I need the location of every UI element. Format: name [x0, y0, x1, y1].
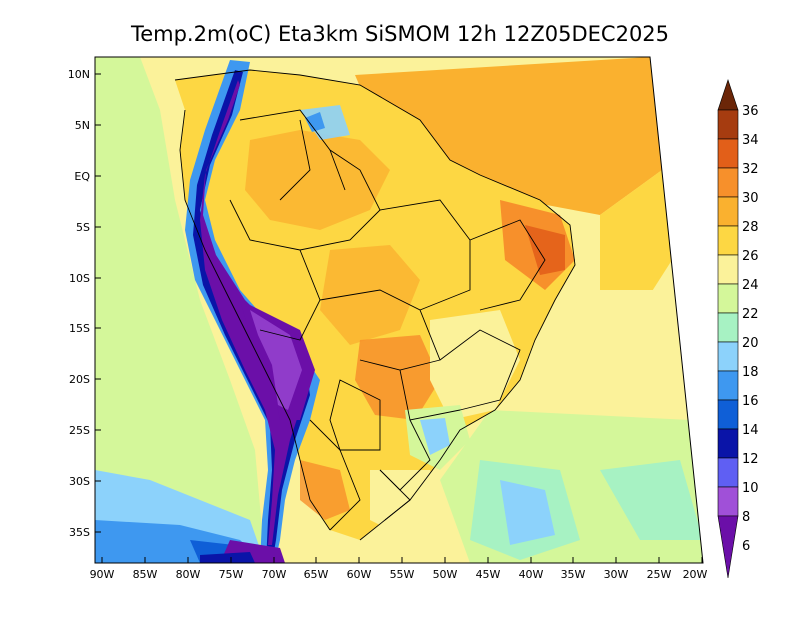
lat-label: 15S: [69, 322, 90, 335]
colorbar-swatch: [717, 109, 739, 140]
colorbar-swatch: [717, 428, 739, 459]
lon-label: 50W: [433, 568, 458, 581]
colorbar-label: 20: [742, 336, 759, 351]
colorbar-label: 18: [742, 365, 759, 380]
temperature-field: [95, 57, 703, 563]
colorbar-label: 8: [742, 510, 750, 525]
colorbar-swatch: [717, 312, 739, 343]
colorbar: 36 34 32 30 28 26 24 22 20 18 16 14 12 1…: [717, 79, 759, 579]
colorbar-label: 32: [742, 162, 759, 177]
lat-label: 5S: [76, 221, 90, 234]
colorbar-label: 12: [742, 452, 759, 467]
lat-label: 30S: [69, 475, 90, 488]
colorbar-swatch: [717, 341, 739, 372]
colorbar-swatch: [717, 370, 739, 401]
lon-label: 70W: [262, 568, 287, 581]
country-borders: [174, 69, 576, 541]
colorbar-label: 6: [742, 539, 750, 554]
lat-label: 10S: [69, 272, 90, 285]
colorbar-label: 34: [742, 133, 759, 148]
colorbar-label: 14: [742, 423, 759, 438]
colorbar-swatch: [717, 399, 739, 430]
lat-label: 10N: [68, 68, 90, 81]
colorbar-top-arrow: [717, 79, 739, 111]
lon-label: 20W: [683, 568, 708, 581]
colorbar-swatch: [717, 457, 739, 488]
colorbar-swatch: [717, 486, 739, 517]
colorbar-label: 22: [742, 307, 759, 322]
lon-label: 85W: [133, 568, 158, 581]
colorbar-label: 28: [742, 220, 759, 235]
lat-label: 20S: [69, 373, 90, 386]
colorbar-swatch: [717, 196, 739, 227]
map-frame: [94, 56, 704, 564]
colorbar-label: 10: [742, 481, 759, 496]
colorbar-label: 24: [742, 278, 759, 293]
lon-label: 25W: [647, 568, 672, 581]
lon-label: 80W: [176, 568, 201, 581]
colorbar-swatch: [717, 283, 739, 314]
lon-label: 60W: [347, 568, 372, 581]
lon-label: 75W: [219, 568, 244, 581]
lat-label: 5N: [75, 119, 90, 132]
map-title: Temp.2m(oC) Eta3km SiSMOM 12h 12Z05DEC20…: [130, 22, 669, 46]
colorbar-swatch: [717, 167, 739, 198]
lon-label: 30W: [604, 568, 629, 581]
lon-label: 40W: [519, 568, 544, 581]
colorbar-swatch: [717, 138, 739, 169]
lon-label: 45W: [476, 568, 501, 581]
colorbar-label: 36: [742, 104, 759, 119]
lon-label: 65W: [304, 568, 329, 581]
colorbar-swatch: [717, 225, 739, 256]
colorbar-label: 30: [742, 191, 759, 206]
lon-label: 90W: [90, 568, 115, 581]
colorbar-label: 16: [742, 394, 759, 409]
lat-label: EQ: [74, 170, 90, 183]
latitude-axis: 10N 5N EQ 5S 10S 15S 20S 25S 30S 35S: [68, 68, 101, 539]
lon-label: 35W: [561, 568, 586, 581]
colorbar-bottom-arrow: [717, 515, 739, 579]
lat-label: 35S: [69, 526, 90, 539]
lon-label: 55W: [390, 568, 415, 581]
colorbar-label: 26: [742, 249, 759, 264]
colorbar-swatch: [717, 254, 739, 285]
lat-label: 25S: [69, 424, 90, 437]
longitude-axis: 90W 85W 80W 75W 70W 65W 60W 55W 50W 45W …: [90, 557, 708, 581]
